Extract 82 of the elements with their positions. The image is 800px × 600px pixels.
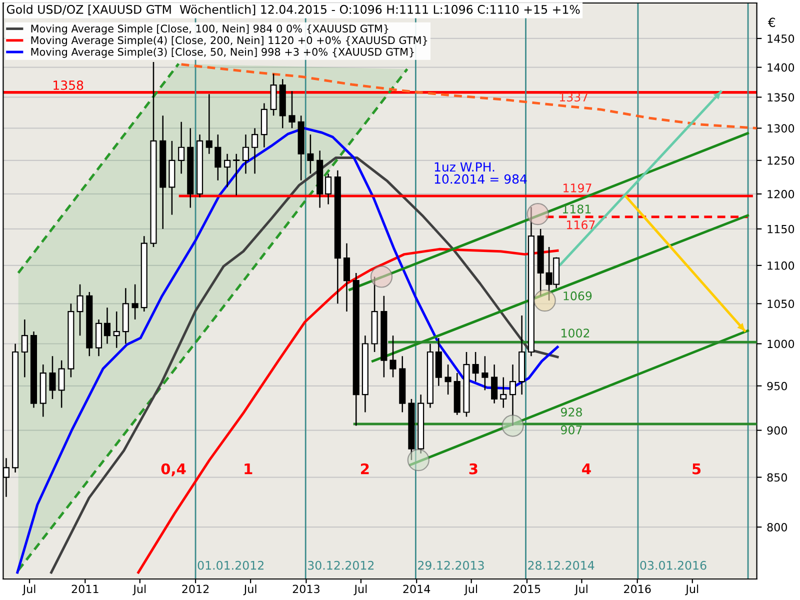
legend-label: Moving Average Simple(3) [Close, 50, Nein] 998 +3 +0% {XAUUSD GTM}	[31, 48, 414, 58]
y-tick-label: 850	[767, 473, 787, 482]
x-tick-label: Jul	[685, 584, 698, 596]
annotation: 1197	[564, 184, 592, 192]
candlestick	[104, 306, 111, 344]
legend-label: Moving Average Simple(4) [Close, 200, Nein] 1120 +0 +0% {XAUUSD GTM}	[31, 36, 428, 46]
annotation: 4	[582, 464, 591, 474]
x-tick-label: 2014	[403, 584, 430, 594]
x-tick-label: Jul	[574, 584, 588, 596]
annotation: 5	[692, 464, 701, 474]
annotation: 1167	[567, 220, 595, 230]
candlestick	[252, 128, 258, 174]
annotation: 1181	[562, 204, 591, 214]
candlestick	[343, 242, 350, 312]
x-tick-label: 2015	[514, 584, 540, 594]
point	[534, 289, 556, 312]
y-tick-label: 950	[767, 382, 787, 390]
x-tick-label: 2012	[182, 584, 209, 594]
y-tick-label: 800	[767, 523, 787, 532]
line-series	[180, 63, 757, 130]
y-tick-label: 1400	[768, 63, 794, 72]
y-tick-label: 1050	[768, 300, 794, 308]
y-tick-label: 1300	[768, 124, 794, 133]
ref-line-label: 03.01.2016	[640, 560, 706, 570]
candlestick	[472, 351, 479, 382]
candlestick	[113, 310, 120, 348]
y-tick-label: 1450	[768, 34, 794, 43]
y-tick-label: 1150	[768, 224, 794, 234]
candlestick	[307, 134, 314, 174]
chart-title: Gold USD/OZ [XAUUSD GTM Wöchentlich] 12.04.2015 - O:1096 H:1111 L:1096 C:1110 +15 +1%	[6, 4, 580, 16]
candlestick	[178, 121, 185, 174]
annotation: 0,4	[161, 463, 186, 476]
point	[407, 448, 430, 472]
candlestick	[444, 364, 452, 396]
annotation: 1002	[562, 328, 590, 338]
x-tick-label: 2011	[72, 584, 98, 594]
candlestick	[58, 360, 65, 408]
candlestick	[224, 153, 231, 188]
y-tick-label: 1250	[768, 156, 794, 165]
annotation: 1337	[560, 92, 588, 102]
x-tick-label: Jul	[22, 584, 36, 596]
candlestick	[500, 376, 507, 408]
candlestick	[242, 134, 250, 174]
candlestick	[233, 153, 240, 196]
y-tick-label: 1100	[768, 261, 794, 270]
x-tick-label: Jul	[354, 584, 367, 596]
candlestick	[49, 356, 56, 400]
candlestick	[325, 173, 332, 205]
ref-line-label: 29.12.2013	[418, 560, 484, 570]
legend-label: Moving Average Simple [Close, 100, Nein] 984 0 0% {XAUUSD GTM}	[31, 24, 388, 35]
candlestick	[132, 284, 138, 320]
candlestick	[482, 356, 488, 391]
annotation: 1	[244, 464, 252, 474]
x-tick-label: 2016	[624, 584, 651, 594]
y-tick-label: 1200	[768, 190, 794, 198]
x-tick-label: 2013	[292, 584, 320, 594]
x-tick-label: Jul	[464, 584, 477, 596]
x-tick-label: Jul	[243, 584, 256, 596]
candlestick	[509, 364, 516, 426]
candlestick	[288, 90, 296, 129]
annotation: 3	[469, 463, 478, 474]
ref-line-label: 30.12.2012	[308, 560, 374, 570]
annotation: 928	[560, 408, 582, 417]
candlestick	[76, 284, 84, 336]
y-tick-label: 1350	[768, 93, 794, 102]
point	[370, 266, 393, 288]
annotation: 1069	[564, 291, 592, 300]
candlestick	[206, 94, 212, 154]
x-tick-label: Jul	[132, 584, 146, 596]
candlestick	[491, 364, 498, 404]
ref-line-label: 28.12.2014	[528, 560, 594, 570]
candlestick	[21, 318, 28, 378]
annotation: 2	[361, 463, 369, 474]
ref-line-label: 01.01.2012	[198, 560, 264, 570]
ref-line-label: 1358	[54, 80, 84, 90]
annotation: 907	[560, 425, 582, 434]
candlestick	[390, 334, 396, 378]
y-axis-title: €	[768, 18, 776, 28]
y-tick-label: 1000	[768, 340, 794, 348]
point	[526, 202, 549, 226]
candlestick	[214, 134, 222, 182]
y-tick-label: 900	[767, 426, 787, 435]
